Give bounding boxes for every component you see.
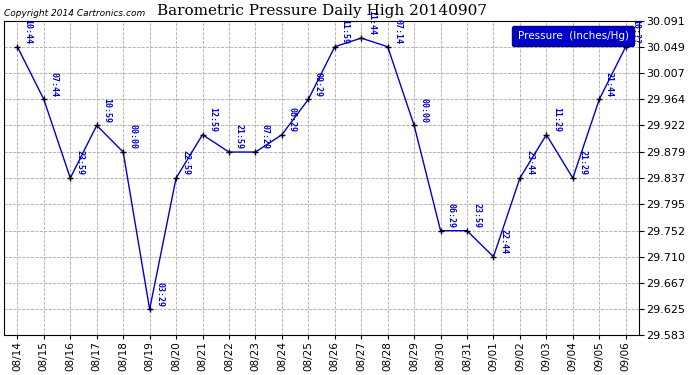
Text: 21:29: 21:29 [578, 150, 587, 175]
Text: 22:44: 22:44 [499, 229, 508, 254]
Text: 10:59: 10:59 [102, 98, 111, 123]
Text: 07:29: 07:29 [261, 124, 270, 149]
Text: 07:14: 07:14 [393, 19, 402, 44]
Text: 03:29: 03:29 [155, 282, 164, 307]
Text: 06:29: 06:29 [446, 203, 455, 228]
Text: 07:44: 07:44 [50, 72, 59, 97]
Title: Barometric Pressure Daily High 20140907: Barometric Pressure Daily High 20140907 [157, 4, 486, 18]
Text: 22:59: 22:59 [181, 150, 190, 175]
Text: 21:59: 21:59 [235, 124, 244, 149]
Text: 21:44: 21:44 [605, 72, 614, 97]
Text: 23:59: 23:59 [76, 150, 85, 175]
Text: 10:44: 10:44 [23, 19, 32, 44]
Text: 11:29: 11:29 [552, 107, 561, 132]
Text: 11:44: 11:44 [367, 10, 376, 35]
Text: 09:29: 09:29 [314, 72, 323, 97]
Text: 23:59: 23:59 [473, 203, 482, 228]
Text: 06:29: 06:29 [288, 107, 297, 132]
Text: 11:59: 11:59 [340, 19, 349, 44]
Text: 00:00: 00:00 [129, 124, 138, 149]
Text: 10:??: 10:?? [631, 19, 640, 44]
Legend: Pressure  (Inches/Hg): Pressure (Inches/Hg) [512, 26, 633, 46]
Text: 12:59: 12:59 [208, 107, 217, 132]
Text: Copyright 2014 Cartronics.com: Copyright 2014 Cartronics.com [4, 9, 146, 18]
Text: 23:44: 23:44 [526, 150, 535, 175]
Text: 00:00: 00:00 [420, 98, 428, 123]
